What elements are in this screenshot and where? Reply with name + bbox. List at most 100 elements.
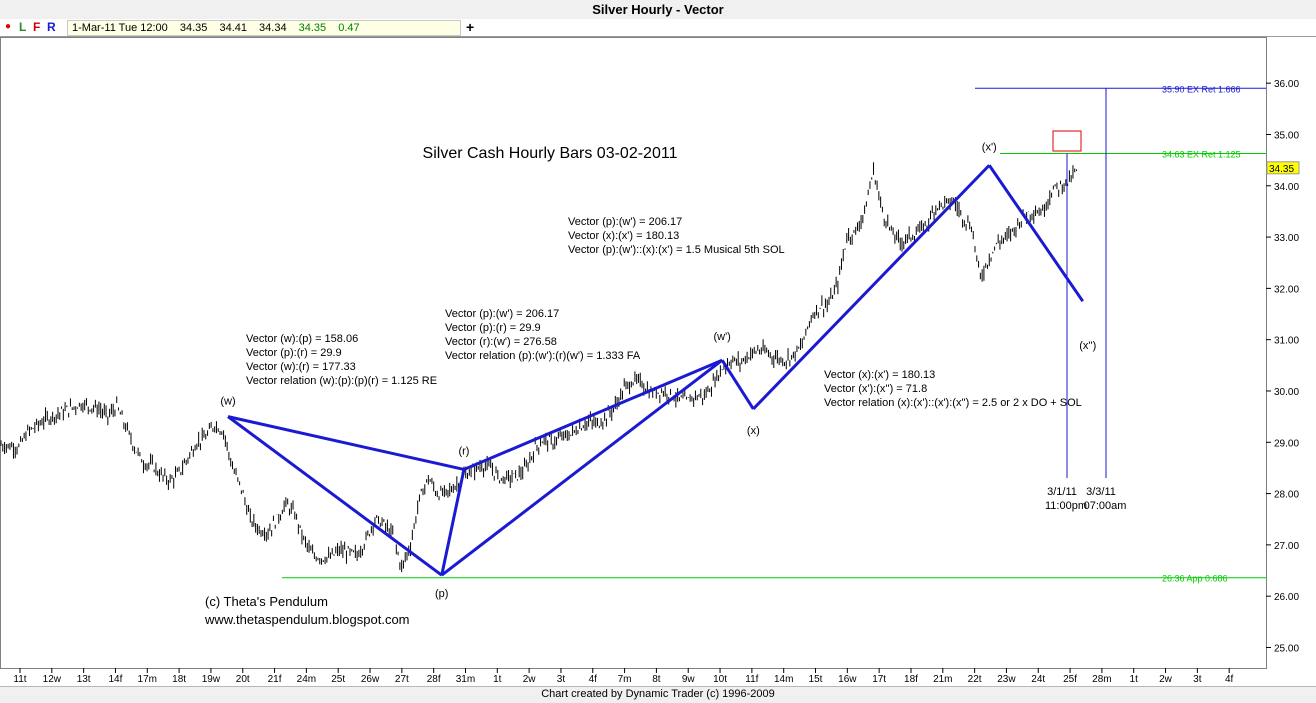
plot-area <box>0 37 1267 669</box>
credit-text: Chart created by Dynamic Trader (c) 1996… <box>541 688 775 700</box>
x-tick-label: 11f <box>745 674 758 685</box>
l-button[interactable]: L <box>19 20 27 34</box>
x-tick-label: 27t <box>395 674 409 685</box>
x-tick-label: 7m <box>618 674 632 685</box>
pivot-label: (w) <box>220 396 235 408</box>
x-tick-label: 4f <box>589 674 598 685</box>
x-tick-label: 24m <box>297 674 316 685</box>
x-tick-label: 18f <box>904 674 918 685</box>
x-tick-label: 8t <box>652 674 661 685</box>
y-tick-label: 32.00 <box>1274 284 1299 295</box>
x-tick-label: 25t <box>331 674 345 685</box>
vector-annotation: Vector (r):(w') = 276.58 <box>445 336 557 348</box>
vector-annotation: Vector (p):(w') = 206.17 <box>445 308 559 320</box>
y-tick-label: 28.00 <box>1274 490 1299 501</box>
x-tick-label: 3t <box>1193 674 1202 685</box>
vector-line <box>440 469 466 576</box>
x-tick-label: 25f <box>1063 674 1077 685</box>
y-tick-label: 27.00 <box>1274 541 1299 552</box>
x-tick-label: 17t <box>872 674 886 685</box>
x-tick-label: 13t <box>77 674 91 685</box>
y-tick-label: 25.00 <box>1274 643 1299 654</box>
x-tick-label: 15t <box>809 674 823 685</box>
y-tick-label: 35.00 <box>1274 130 1299 141</box>
window-title: Silver Hourly - Vector <box>592 2 724 17</box>
price-chart[interactable]: 25.00 26.00 27.00 28.00 29.00 30.00 31.00 32.00… <box>0 37 1316 686</box>
record-dot-icon[interactable]: ● <box>5 21 12 32</box>
x-tick-label: 14f <box>109 674 123 685</box>
footer-bar: Chart created by Dynamic Trader (c) 1996… <box>0 686 1316 703</box>
price-bars <box>0 162 1078 573</box>
copyright-text: (c) Theta's Pendulum <box>205 594 328 609</box>
vector-annotation: Vector (w):(p) = 158.06 <box>246 333 358 345</box>
quote-change: 0.47 <box>338 22 360 34</box>
quote-datetime: 1-Mar-11 Tue 12:00 <box>72 22 168 34</box>
x-tick-label: 18t <box>172 674 186 685</box>
quote-high: 34.41 <box>219 22 247 34</box>
vector-annotation: Vector (p):(w')::(x):(x') = 1.5 Musical … <box>568 244 785 256</box>
vector-annotation: Vector (x):(x') = 180.13 <box>568 230 679 242</box>
target-box <box>1052 130 1082 152</box>
x-tick-label: 4f <box>1225 674 1234 685</box>
target-level-label: 35.90 EX Ret 1.666 <box>1162 84 1241 94</box>
x-tick-label: 17m <box>138 674 157 685</box>
f-button[interactable]: F <box>33 20 41 34</box>
target-level-label: 26.36 App 0.686 <box>1162 574 1228 584</box>
vector-annotation: Vector relation (x):(x')::(x'):(x'') = 2… <box>824 397 1082 409</box>
x-tick-label: 21m <box>933 674 952 685</box>
y-tick-label: 31.00 <box>1274 336 1299 347</box>
x-tick-label: 2w <box>523 674 537 685</box>
x-tick-label: 1t <box>1130 674 1139 685</box>
x-tick-label: 10t <box>713 674 727 685</box>
r-button[interactable]: R <box>47 20 56 34</box>
x-tick-label: 24t <box>1031 674 1045 685</box>
pivot-label: (r) <box>458 445 469 457</box>
x-tick-label: 23w <box>997 674 1016 685</box>
quote-readout: 1-Mar-11 Tue 12:00 34.35 34.41 34.34 34.… <box>67 20 461 36</box>
vector-line <box>720 359 755 410</box>
x-tick-label: 3t <box>557 674 566 685</box>
x-tick-label: 31m <box>456 674 475 685</box>
x-tick-label: 28m <box>1092 674 1111 685</box>
x-tick-label: 20t <box>236 674 250 685</box>
vector-annotation: Vector (p):(r) = 29.9 <box>246 347 342 359</box>
x-tick-label: 2w <box>1159 674 1173 685</box>
x-tick-label: 12w <box>43 674 62 685</box>
x-tick-label: 9w <box>682 674 696 685</box>
price-tag-label: 34.35 <box>1269 164 1294 175</box>
x-tick-label: 11t <box>13 674 26 685</box>
title-bar: Silver Hourly - Vector <box>0 0 1316 20</box>
pivot-label: (p) <box>435 588 448 600</box>
toolbar: ● L F R 1-Mar-11 Tue 12:00 34.35 34.41 3… <box>0 19 1316 37</box>
chart-title: Silver Cash Hourly Bars 03-02-2011 <box>423 145 678 162</box>
quote-open: 34.35 <box>179 22 208 34</box>
x-tick-label: 22t <box>968 674 982 685</box>
vector-annotation: Vector relation (p):(w'):(r)(w') = 1.333… <box>445 350 641 362</box>
crosshair-plus-icon[interactable]: + <box>466 19 475 35</box>
pivot-label: (x'') <box>1079 340 1096 352</box>
x-tick-label: 19w <box>202 674 221 685</box>
vector-annotation: Vector (p):(r) = 29.9 <box>445 322 541 334</box>
pivot-label: (x) <box>747 425 760 437</box>
vector-annotation: Vector (x'):(x'') = 71.8 <box>824 383 927 395</box>
y-tick-label: 29.00 <box>1274 438 1299 449</box>
vector-line <box>440 359 724 577</box>
time-marker-time: 11:00pm <box>1045 500 1087 512</box>
y-tick-label: 33.00 <box>1274 233 1299 244</box>
vector-line <box>227 415 465 471</box>
time-marker-date: 3/1/11 <box>1047 486 1077 498</box>
quote-close: 34.35 <box>298 22 327 34</box>
vector-line <box>227 415 443 577</box>
vector-annotation: Vector relation (w):(p):(p)(r) = 1.125 R… <box>246 375 437 387</box>
vector-annotation: Vector (p):(w') = 206.17 <box>568 216 682 228</box>
copyright-url: www.thetaspendulum.blogspot.com <box>204 612 410 627</box>
time-marker-time: 07:00am <box>1084 500 1127 512</box>
price-tag <box>1266 161 1300 175</box>
time-marker-date: 3/3/11 <box>1086 486 1116 498</box>
pivot-label: (x') <box>982 141 997 153</box>
x-tick-label: 1t <box>493 674 502 685</box>
x-tick-label: 14m <box>774 674 793 685</box>
quote-low: 34.34 <box>259 22 287 34</box>
x-tick-label: 21f <box>268 674 282 685</box>
